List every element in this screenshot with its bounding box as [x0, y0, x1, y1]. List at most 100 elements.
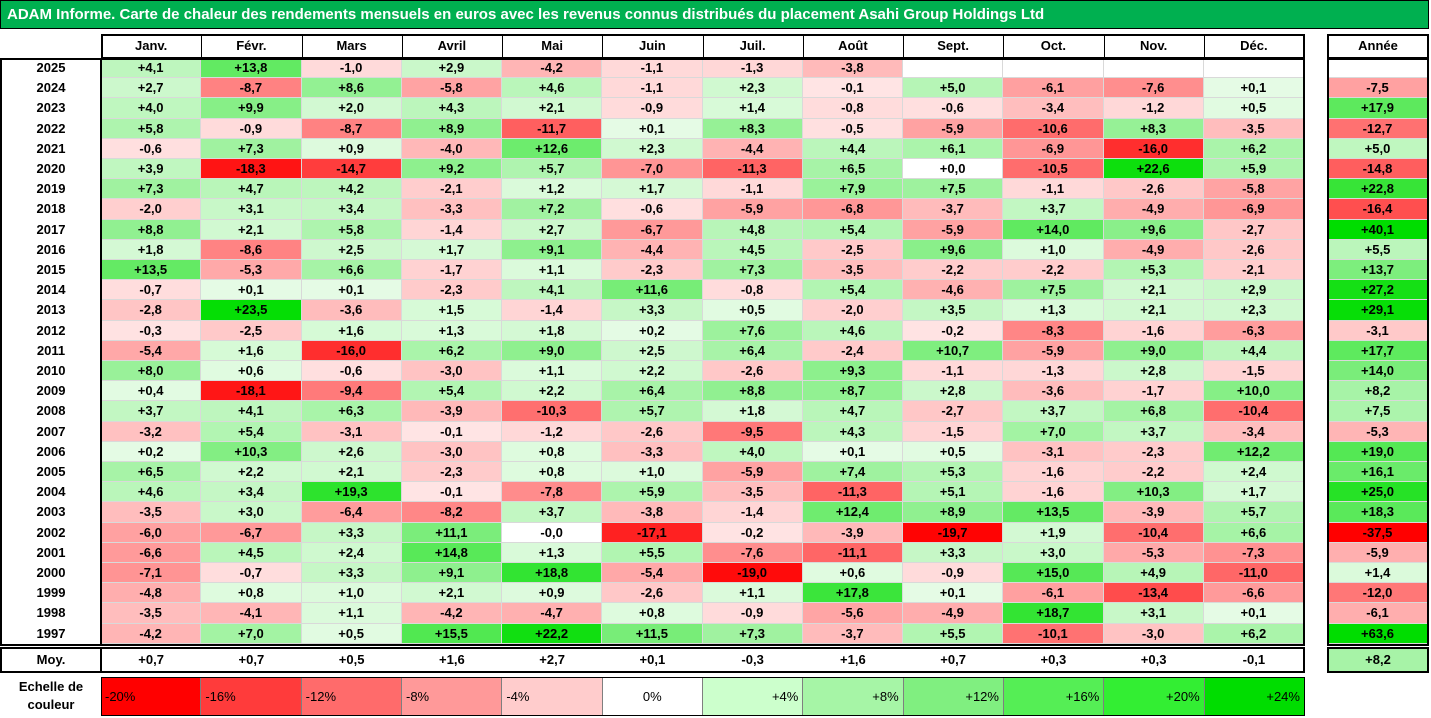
- heatmap-cell: -11,3: [802, 482, 903, 503]
- row-year-label: 2025: [36, 60, 66, 75]
- row-year-label: 2010: [36, 363, 66, 378]
- heatmap-cell: +4,9: [1103, 563, 1204, 584]
- annual-cell: +40,1: [1328, 219, 1428, 240]
- heatmap-cell: -5,4: [602, 563, 703, 584]
- row-year-label: 2023: [36, 100, 66, 116]
- heatmap-cell: +0,8: [602, 603, 703, 624]
- heatmap-cell: +8,8: [702, 381, 803, 402]
- month-header: Déc.: [1240, 38, 1268, 53]
- heatmap-cell: -4,2: [101, 623, 202, 644]
- heatmap-cell: -3,5: [101, 603, 202, 624]
- row-year-label: 2011: [36, 342, 66, 358]
- annual-header: Année: [1358, 38, 1398, 53]
- heatmap-cell: +1,8: [101, 239, 202, 260]
- heatmap-cell: +11,6: [602, 280, 703, 301]
- scale-swatch: -16%: [201, 678, 302, 715]
- heatmap-cell: +2,2: [502, 381, 603, 402]
- heatmap-cell: +6,3: [301, 401, 402, 422]
- annual-cell: -16,4: [1328, 199, 1428, 220]
- row-year-label: 2000: [36, 565, 66, 580]
- annual-cell: +14,0: [1328, 361, 1428, 382]
- heatmap-cell: +1,7: [602, 179, 703, 200]
- heatmap-cell: +5,4: [802, 219, 903, 240]
- heatmap-cell: -6,9: [1003, 138, 1104, 159]
- month-header-divider: [401, 34, 403, 58]
- annual-cell: -5,3: [1328, 421, 1428, 442]
- row-year-label: 2002: [36, 524, 66, 540]
- avg-cell: +0,7: [238, 651, 265, 667]
- avg-cell: +0,3: [1140, 651, 1167, 667]
- month-header-divider: [1003, 34, 1005, 58]
- annual-cell: +1,4: [1328, 563, 1428, 584]
- heatmap-cell: -3,5: [702, 482, 803, 503]
- row-year-label: 2021: [36, 140, 66, 156]
- heatmap-cell: +8,9: [903, 502, 1004, 523]
- heatmap-cell: +6,1: [903, 138, 1004, 159]
- heatmap-cell: -4,9: [1103, 239, 1204, 260]
- avg-cell: +0,5: [338, 651, 365, 667]
- heatmap-cell: -1,0: [301, 58, 402, 79]
- heatmap-cell: -8,7: [301, 118, 402, 139]
- scale-swatch: 0%: [602, 678, 703, 715]
- heatmap-cell: +0,0: [903, 159, 1004, 180]
- heatmap-cell: -2,3: [602, 260, 703, 281]
- heatmap-cell: -4,0: [401, 138, 502, 159]
- heatmap-cell: +5,4: [201, 421, 302, 442]
- heatmap-cell: +2,2: [201, 462, 302, 483]
- heatmap-cell: -0,1: [802, 78, 903, 99]
- row-year-label: 1997: [36, 625, 66, 641]
- heatmap-cell: +4,3: [802, 421, 903, 442]
- heatmap-cell: -7,8: [502, 482, 603, 503]
- heatmap-cell: +1,4: [702, 98, 803, 119]
- heatmap-cell: +6,5: [802, 159, 903, 180]
- heatmap-cell: +3,7: [1103, 421, 1204, 442]
- annual-cell: -3,1: [1328, 320, 1428, 341]
- avg-cell: +0,7: [138, 651, 164, 667]
- heatmap-cell: +0,5: [1203, 98, 1304, 119]
- heatmap-cell: -3,2: [101, 421, 202, 442]
- annual-cell: -7,5: [1328, 78, 1428, 99]
- heatmap-cell: +1,0: [301, 583, 402, 604]
- heatmap-cell: +0,4: [101, 381, 202, 402]
- row-year-label: 2019: [36, 181, 66, 197]
- heatmap-cell: +1,8: [702, 401, 803, 422]
- annual-cell: -6,1: [1328, 603, 1428, 624]
- heatmap-cell: +8,3: [702, 118, 803, 139]
- heatmap-cell: +1,7: [401, 239, 502, 260]
- heatmap-cell: +4,3: [401, 98, 502, 119]
- heatmap-cell: +6,8: [1103, 401, 1204, 422]
- heatmap-cell: +5,7: [502, 159, 603, 180]
- heatmap-cell: -5,8: [401, 78, 502, 99]
- scale-swatch: +12%: [903, 678, 1004, 715]
- row-year-label: 2017: [36, 221, 66, 237]
- row-year-label: 2024: [36, 80, 66, 96]
- heatmap-cell: +7,3: [702, 623, 803, 644]
- heatmap-cell: -1,4: [401, 219, 502, 240]
- heatmap-cell: +3,3: [903, 542, 1004, 563]
- heatmap-cell: -3,3: [401, 199, 502, 220]
- avg-cell: -0,1: [1242, 651, 1266, 667]
- heatmap-cell: -5,4: [101, 340, 202, 361]
- annual-cell: +17,7: [1328, 340, 1428, 361]
- annual-cell: +5,0: [1328, 138, 1428, 159]
- heatmap-cell: +9,6: [903, 239, 1004, 260]
- heatmap-cell: -2,1: [1203, 260, 1304, 281]
- heatmap-cell: +0,1: [201, 280, 302, 301]
- row-year-label: 2007: [36, 423, 66, 439]
- heatmap-cell: +5,1: [903, 482, 1004, 503]
- heatmap-cell: +8,0: [101, 361, 202, 382]
- heatmap-cell: -0,7: [101, 280, 202, 301]
- heatmap-cell: -6,0: [101, 522, 202, 543]
- heatmap-cell: +5,4: [802, 280, 903, 301]
- heatmap-cell: -1,6: [1103, 320, 1204, 341]
- heatmap-cell: +7,0: [201, 623, 302, 644]
- heatmap-cell: +2,4: [1203, 462, 1304, 483]
- heatmap-cell: +7,3: [101, 179, 202, 200]
- annual-cell: +18,3: [1328, 502, 1428, 523]
- heatmap-cell: -0,1: [401, 421, 502, 442]
- heatmap-cell: +18,7: [1003, 603, 1104, 624]
- heatmap-cell: +9,6: [1103, 219, 1204, 240]
- heatmap-cell: [903, 58, 1004, 79]
- heatmap-cell: -0,6: [301, 361, 402, 382]
